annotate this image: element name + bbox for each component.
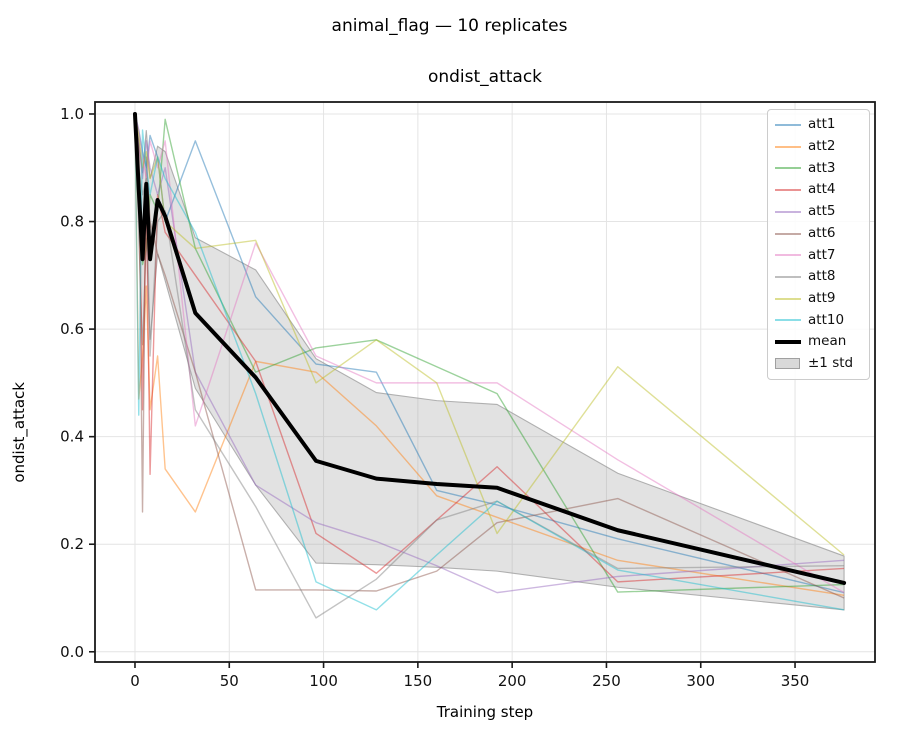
y-tick-label: 0.0 xyxy=(60,643,84,661)
legend-item-att5: att5 xyxy=(775,202,861,222)
legend-label-mean: mean xyxy=(808,333,847,350)
x-tick-label: 250 xyxy=(592,672,621,690)
legend-swatch-att2 xyxy=(775,145,801,148)
legend-item-att1: att1 xyxy=(775,115,861,135)
legend-std-patch-sample xyxy=(775,358,800,370)
x-tick-label: 350 xyxy=(781,672,810,690)
series-line-att7 xyxy=(134,113,845,594)
legend-label-att8: att8 xyxy=(808,268,836,285)
series-line-att10 xyxy=(134,113,845,611)
y-tick-label: 0.6 xyxy=(60,320,84,338)
legend-label-att4: att4 xyxy=(808,181,836,198)
legend-item-att9: att9 xyxy=(775,289,861,309)
legend-swatch-att9 xyxy=(775,297,801,300)
y-tick-label: 0.2 xyxy=(60,535,84,553)
legend-item-att10: att10 xyxy=(775,310,861,330)
legend-item-att7: att7 xyxy=(775,245,861,265)
legend-line-sample xyxy=(775,167,801,170)
legend-label-att10: att10 xyxy=(808,311,845,328)
legend-line-sample xyxy=(775,210,801,213)
series-line-att6 xyxy=(134,113,845,599)
x-axis-label: Training step xyxy=(436,703,534,721)
axes-title: ondist_attack xyxy=(427,67,543,87)
y-tick-label: 1.0 xyxy=(60,105,84,123)
legend-line-sample xyxy=(775,276,801,279)
y-tick-label: 0.4 xyxy=(60,428,84,446)
y-axis-label-text: ondist_attack xyxy=(10,382,28,483)
legend-item-att2: att2 xyxy=(775,137,861,157)
x-tick-label: 100 xyxy=(309,672,338,690)
legend-label-att6: att6 xyxy=(808,224,836,241)
legend-line-sample xyxy=(775,145,801,148)
x-tick-label: 0 xyxy=(130,672,140,690)
series-line-att1 xyxy=(134,113,845,594)
legend-label-att9: att9 xyxy=(808,290,836,306)
legend-label-att1: att1 xyxy=(808,116,836,133)
x-tick-label: 50 xyxy=(220,672,239,690)
y-tick-label: 0.8 xyxy=(60,213,84,231)
mean-line xyxy=(132,111,847,585)
legend-label-att3: att3 xyxy=(808,159,836,176)
legend-item-mean: mean xyxy=(775,332,861,352)
legend-line-sample xyxy=(775,254,801,257)
legend: att1 att2 att3 att4 att5 att6 att7 att8 att9 att1… xyxy=(767,109,870,380)
legend-label-att7: att7 xyxy=(808,246,836,263)
legend-swatch-mean xyxy=(775,340,801,345)
figure-suptitle: animal_flag — 10 replicates xyxy=(331,16,568,36)
legend-label-att5: att5 xyxy=(808,203,836,220)
series-line-att9 xyxy=(134,113,845,556)
legend-label-std: ±1 std xyxy=(808,355,854,372)
legend-swatch-att10 xyxy=(775,319,801,322)
legend-swatch-att8 xyxy=(775,276,801,279)
x-tick-label: 150 xyxy=(404,672,433,690)
legend-swatch-att5 xyxy=(775,210,801,213)
legend-item-att3: att3 xyxy=(775,158,861,178)
legend-swatch-att4 xyxy=(775,189,801,192)
legend-mean-line-sample xyxy=(775,340,801,345)
legend-item-att4: att4 xyxy=(775,180,861,200)
legend-label-att2: att2 xyxy=(808,137,836,154)
series-line-att8 xyxy=(134,113,845,619)
x-tick-label: 300 xyxy=(686,672,715,690)
legend-item-att6: att6 xyxy=(775,224,861,244)
legend-item-att8: att8 xyxy=(775,267,861,287)
legend-swatch-att7 xyxy=(775,254,801,257)
legend-swatch-std xyxy=(775,358,801,370)
x-tick-label: 200 xyxy=(498,672,527,690)
axes-frame xyxy=(94,101,876,663)
legend-line-sample xyxy=(775,319,801,322)
legend-line-sample xyxy=(775,232,801,235)
legend-swatch-att1 xyxy=(775,124,801,126)
series-line-att5 xyxy=(134,113,845,594)
legend-swatch-att6 xyxy=(775,232,801,235)
legend-line-sample xyxy=(775,189,801,192)
legend-swatch-att3 xyxy=(775,167,801,170)
legend-item-std: ±1 std xyxy=(775,354,861,374)
series-line-att2 xyxy=(134,113,845,597)
legend-line-sample xyxy=(775,297,801,300)
legend-line-sample xyxy=(775,124,801,126)
